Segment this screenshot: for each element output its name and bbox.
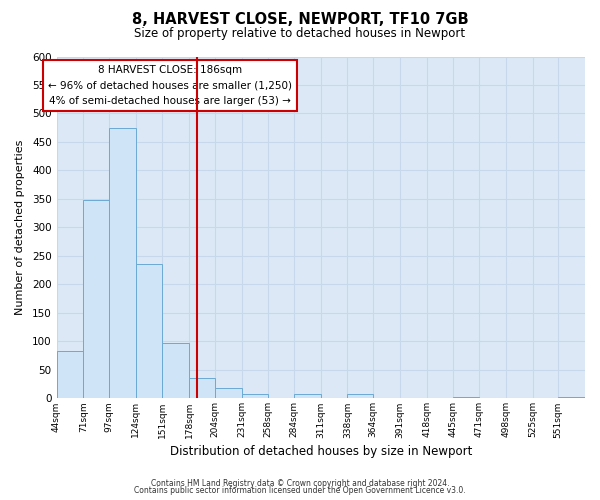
- Text: Contains HM Land Registry data © Crown copyright and database right 2024.: Contains HM Land Registry data © Crown c…: [151, 478, 449, 488]
- Text: Size of property relative to detached houses in Newport: Size of property relative to detached ho…: [134, 28, 466, 40]
- Bar: [109, 128, 136, 398]
- Y-axis label: Number of detached properties: Number of detached properties: [15, 140, 25, 315]
- Bar: [189, 378, 215, 398]
- Bar: [347, 394, 373, 398]
- Bar: [558, 396, 585, 398]
- Bar: [56, 351, 83, 399]
- Bar: [136, 264, 163, 398]
- Bar: [294, 394, 321, 398]
- Bar: [83, 200, 109, 398]
- Text: 8, HARVEST CLOSE, NEWPORT, TF10 7GB: 8, HARVEST CLOSE, NEWPORT, TF10 7GB: [131, 12, 469, 28]
- Bar: [215, 388, 242, 398]
- Bar: [242, 394, 268, 398]
- Text: 8 HARVEST CLOSE: 186sqm
← 96% of detached houses are smaller (1,250)
4% of semi-: 8 HARVEST CLOSE: 186sqm ← 96% of detache…: [48, 65, 292, 106]
- Bar: [163, 343, 189, 398]
- X-axis label: Distribution of detached houses by size in Newport: Distribution of detached houses by size …: [170, 444, 472, 458]
- Text: Contains public sector information licensed under the Open Government Licence v3: Contains public sector information licen…: [134, 486, 466, 495]
